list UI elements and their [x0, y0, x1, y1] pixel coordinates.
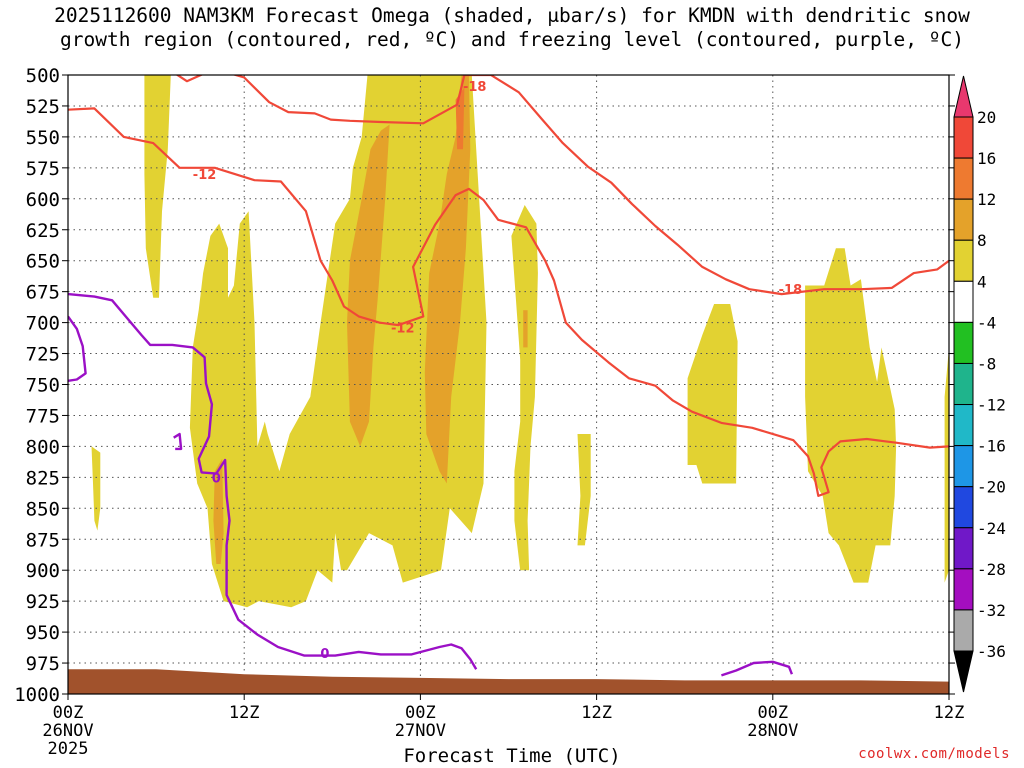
- ytick-label-675: 675: [26, 282, 60, 304]
- colorbar-bin-4: [954, 281, 973, 322]
- ytick-label-600: 600: [26, 189, 60, 211]
- omega-4-region-e: [578, 434, 591, 545]
- colorbar-bin-6: [954, 363, 973, 404]
- colorbar-bin-1: [954, 158, 973, 199]
- ytick-label-850: 850: [26, 498, 60, 520]
- ytick-label-650: 650: [26, 251, 60, 273]
- ytick-label-725: 725: [26, 344, 60, 366]
- colorbar-label-10: -24: [977, 519, 1006, 538]
- xtick-day-0: 26NOV: [42, 721, 93, 741]
- colorbar-label-13: -36: [977, 642, 1006, 661]
- colorbar-top-arrow: [954, 76, 973, 117]
- xtick-label-24: 00Z: [405, 703, 436, 723]
- ytick-label-500: 500: [26, 65, 60, 87]
- omega-4-region-b: [92, 446, 101, 530]
- ytick-label-800: 800: [26, 436, 60, 458]
- colorbar-label-4: 4: [977, 272, 987, 291]
- red-contour-18-label: -18: [463, 80, 487, 95]
- purple-contour-0-small: [174, 434, 181, 449]
- colorbar-bin-9: [954, 487, 973, 528]
- purple-contour-0-left: [68, 316, 86, 380]
- colorbar-label-5: -4: [977, 313, 996, 332]
- red-contour-12-label: -12: [391, 322, 415, 337]
- xtick-label-12: 12Z: [229, 703, 260, 723]
- ytick-label-875: 875: [26, 529, 60, 551]
- colorbar: 20 16 12 8 4 -4 -8 -12 -16 -20 -24 -28 -32 -36: [954, 76, 1006, 692]
- colorbar-bin-8: [954, 446, 973, 487]
- colorbar-bin-0: [954, 117, 973, 158]
- colorbar-label-0: 20: [977, 108, 996, 127]
- omega-shading: [92, 75, 950, 607]
- colorbar-label-12: -32: [977, 601, 1006, 620]
- colorbar-label-7: -12: [977, 396, 1006, 415]
- omega-8-region-d: [523, 310, 527, 347]
- ytick-label-900: 900: [26, 560, 60, 582]
- colorbar-bin-10: [954, 528, 973, 569]
- purple-contour-0-right: [721, 662, 792, 676]
- terrain-fill: [68, 669, 949, 694]
- colorbar-bin-12: [954, 610, 973, 651]
- ytick-label-750: 750: [26, 375, 60, 397]
- chart-svg: -12-12-18-18 00 500525550575600625650675…: [0, 0, 1024, 768]
- ytick-label-825: 825: [26, 467, 60, 489]
- omega-4-region-h: [945, 347, 949, 582]
- ytick-label-525: 525: [26, 96, 60, 118]
- colorbar-bottom-arrow: [954, 651, 973, 692]
- xtick-label-60: 12Z: [934, 703, 965, 723]
- colorbar-label-9: -20: [977, 478, 1006, 497]
- terrain-layer: [68, 669, 949, 694]
- ytick-label-775: 775: [26, 405, 60, 427]
- ytick-label-700: 700: [26, 313, 60, 335]
- red-contour-18-label-2: -18: [779, 283, 803, 298]
- omega-4-region-d: [511, 205, 538, 570]
- xtick-day-48: 28NOV: [747, 721, 798, 741]
- colorbar-bin-7: [954, 405, 973, 446]
- purple-contour-0-main-label: 0: [320, 647, 329, 662]
- ytick-label-625: 625: [26, 220, 60, 242]
- xtick-day-24: 27NOV: [395, 721, 446, 741]
- omega-4-region-a: [144, 75, 170, 298]
- colorbar-bin-2: [954, 199, 973, 240]
- colorbar-label-8: -16: [977, 437, 1006, 456]
- ytick-label-975: 975: [26, 653, 60, 675]
- credit-text: coolwx.com/models: [858, 746, 1010, 762]
- ytick-label-550: 550: [26, 127, 60, 149]
- ytick-label-950: 950: [26, 622, 60, 644]
- xtick-label-36: 12Z: [581, 703, 612, 723]
- colorbar-bin-11: [954, 569, 973, 610]
- xtick-label-0: 00Z: [53, 703, 84, 723]
- colorbar-bin-5: [954, 322, 973, 363]
- omega-4-region-f: [688, 304, 738, 484]
- colorbar-label-2: 12: [977, 190, 996, 209]
- colorbar-label-6: -8: [977, 354, 996, 373]
- colorbar-label-3: 8: [977, 231, 987, 250]
- ytick-label-925: 925: [26, 591, 60, 613]
- colorbar-bin-3: [954, 240, 973, 281]
- ytick-label-575: 575: [26, 158, 60, 180]
- colorbar-label-11: -28: [977, 560, 1006, 579]
- xtick-label-48: 00Z: [757, 703, 788, 723]
- colorbar-label-1: 16: [977, 149, 996, 168]
- red-contour-12-label-2: -12: [193, 168, 217, 183]
